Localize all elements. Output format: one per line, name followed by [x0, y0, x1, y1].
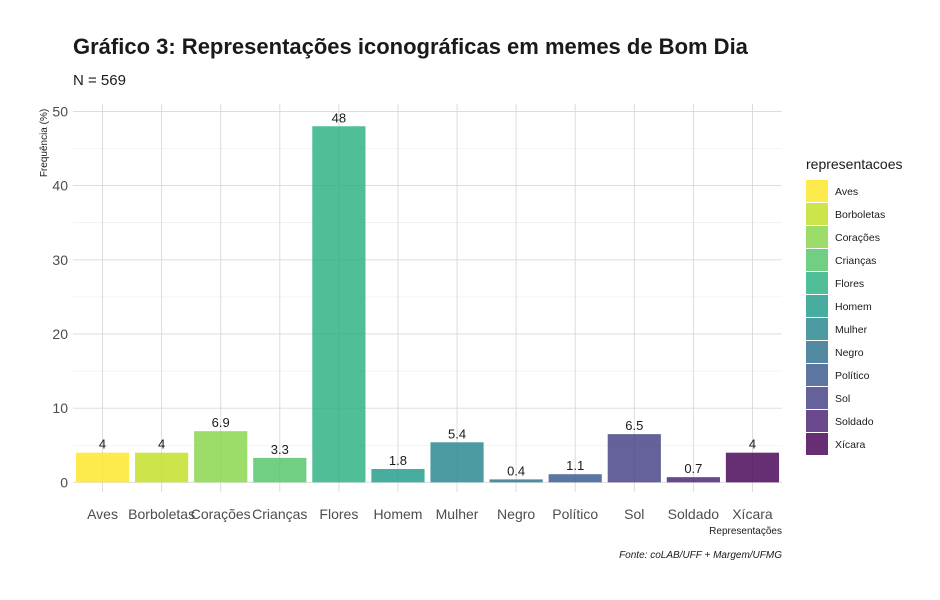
y-tick-label: 0: [60, 474, 68, 490]
data-label: 1.8: [389, 453, 407, 468]
legend-item-label: Xícara: [835, 439, 866, 451]
data-label: 48: [332, 110, 346, 125]
x-tick-label: Homem: [373, 506, 422, 522]
y-tick-label: 20: [52, 326, 68, 342]
chart-subtitle: N = 569: [73, 72, 126, 89]
bar-borboletas: [135, 452, 189, 483]
x-tick-label: Político: [552, 506, 598, 522]
bars: [75, 126, 780, 483]
x-tick-label: Negro: [497, 506, 535, 522]
legend-item-label: Borboletas: [835, 209, 885, 221]
y-tick-label: 50: [52, 103, 68, 119]
y-axis-label: Frequência (%): [39, 109, 50, 177]
legend-swatch: [806, 387, 828, 409]
legend-item-label: Soldado: [835, 416, 874, 428]
data-label: 6.5: [625, 418, 643, 433]
x-tick-label: Soldado: [668, 506, 720, 522]
legend-swatch: [806, 318, 828, 340]
y-tick-label: 30: [52, 252, 68, 268]
x-tick-label: Sol: [624, 506, 644, 522]
legend-item-label: Político: [835, 370, 870, 382]
bar-sol: [607, 434, 661, 483]
data-label: 4: [99, 437, 106, 452]
legend-item-label: Sol: [835, 393, 850, 405]
x-axis-label: Representações: [709, 526, 782, 537]
data-label: 4: [749, 437, 756, 452]
y-axis-ticks: 0 10 20 30 40 50: [52, 103, 68, 490]
data-label: 1.1: [566, 458, 584, 473]
legend-item-label: Homem: [835, 301, 872, 313]
y-tick-label: 10: [52, 400, 68, 416]
legend-swatch: [806, 433, 828, 455]
bar-homem: [371, 469, 425, 483]
grid: [73, 104, 782, 492]
legend-swatch: [806, 249, 828, 271]
x-tick-label: Corações: [191, 506, 251, 522]
data-label: 0.7: [684, 461, 702, 476]
legend-swatch: [806, 226, 828, 248]
legend-swatch: [806, 341, 828, 363]
legend-item-label: Negro: [835, 347, 864, 359]
legend-swatch: [806, 272, 828, 294]
bar-negro: [489, 479, 543, 483]
legend-swatch: [806, 364, 828, 386]
legend-item-label: Corações: [835, 232, 880, 244]
bar-crianças: [253, 457, 307, 483]
bar-flores: [312, 126, 366, 483]
bar-soldado: [666, 477, 720, 483]
data-label: 6.9: [212, 415, 230, 430]
data-label: 3.3: [271, 442, 289, 457]
legend-swatch: [806, 203, 828, 225]
data-label: 4: [158, 437, 165, 452]
legend-item-label: Aves: [835, 186, 858, 198]
x-tick-label: Flores: [319, 506, 358, 522]
x-tick-label: Crianças: [252, 506, 307, 522]
x-tick-label: Aves: [87, 506, 118, 522]
chart-title: Gráfico 3: Representações iconográficas …: [73, 34, 748, 59]
bar-político: [548, 474, 602, 483]
bar-xícara: [725, 452, 780, 483]
bar-corações: [194, 431, 248, 483]
y-tick-label: 40: [52, 178, 68, 194]
legend-item-label: Flores: [835, 278, 864, 290]
legend: representacoes Aves Borboletas Corações Cri…: [806, 156, 903, 455]
data-label: 0.4: [507, 463, 525, 478]
legend-item-label: Crianças: [835, 255, 876, 267]
legend-swatch: [806, 295, 828, 317]
caption: Fonte: coLAB/UFF + Margem/UFMG: [619, 550, 782, 561]
bar-mulher: [430, 442, 484, 483]
data-labels: 4 4 6.9 3.3 48 1.8 5.4 0.4 1.1 6.5 0.7 4: [99, 110, 756, 478]
x-tick-label: Xícara: [732, 506, 773, 522]
x-tick-label: Borboletas: [128, 506, 195, 522]
x-tick-label: Mulher: [436, 506, 479, 522]
bar-aves: [75, 452, 130, 483]
legend-swatch: [806, 410, 828, 432]
legend-swatch: [806, 180, 828, 202]
legend-title: representacoes: [806, 156, 903, 172]
legend-item-label: Mulher: [835, 324, 868, 336]
data-label: 5.4: [448, 426, 466, 441]
